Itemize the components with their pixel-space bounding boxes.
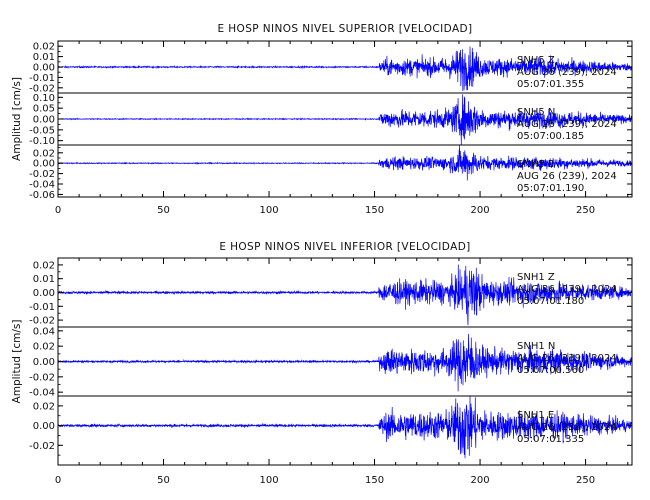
y-tick-label: -0.06 (29, 190, 55, 201)
x-tick-label: 0 (55, 475, 61, 486)
trace-annotation-line: 05:07:00.185 (517, 131, 584, 142)
chart-group-1: E HOSP NINOS NIVEL SUPERIOR [VELOCIDAD] A… (11, 23, 633, 216)
trace-annotation-line: 05:07:01.180 (517, 296, 584, 307)
waveform-trace (57, 333, 633, 392)
chart-group-2: E HOSP NINOS NIVEL INFERIOR [VELOCIDAD] A… (11, 241, 633, 486)
y-tick-label: 0.00 (33, 421, 55, 432)
waveform-trace (57, 264, 633, 326)
y-tick-label: -0.02 (29, 83, 55, 94)
y-tick-label: 0.05 (33, 104, 55, 115)
y-tick-label: 0.00 (33, 159, 55, 170)
x-tick-label: 100 (259, 475, 278, 486)
trace-annotation-line: 05:07:01.190 (517, 183, 584, 194)
trace-annotation-line: SNH5 E (517, 159, 554, 170)
panel-frame (57, 144, 633, 198)
y-tick-label: -0.04 (29, 388, 55, 399)
trace-annotation-line: AUG 26 (239), 2024 (517, 67, 617, 78)
y-tick-label: -0.10 (29, 136, 55, 147)
y-tick-label: -0.02 (29, 441, 55, 452)
x-tick-label: 150 (365, 475, 384, 486)
trace-annotation-line: AUG 26 (239), 2024 (517, 353, 617, 364)
trace-annotation-line: SNH1 N (517, 341, 555, 352)
y-tick-label: -0.02 (29, 316, 55, 327)
y-tick-label: 0.02 (33, 260, 55, 271)
trace-annotation-line: SNH5 N (517, 107, 555, 118)
y-tick-label: -0.02 (29, 372, 55, 383)
y-tick-label: 0.01 (33, 52, 55, 63)
y-tick-label: -0.01 (29, 302, 55, 313)
y-tick-label: 0.01 (33, 274, 55, 285)
x-tick-label: 200 (471, 475, 490, 486)
y-tick-label: -0.01 (29, 73, 55, 84)
waveform-trace (57, 94, 633, 146)
y-axis-label: Amplitud [cm/s] (11, 77, 23, 161)
trace-annotation-line: AUG 26 (239), 2024 (517, 171, 617, 182)
x-tick-label: 0 (55, 205, 61, 216)
trace-annotation-line: AUG 26 (239), 2024 (517, 422, 617, 433)
y-tick-label: -0.04 (29, 180, 55, 191)
y-tick-label: 0.02 (33, 342, 55, 353)
trace-annotation-line: 05:07:01.355 (517, 79, 584, 90)
waveform-trace (57, 46, 633, 92)
waveform-trace (57, 395, 633, 459)
chart-title: E HOSP NINOS NIVEL INFERIOR [VELOCIDAD] (219, 241, 470, 253)
y-tick-label: 0.04 (33, 326, 55, 337)
waveform-trace (57, 145, 633, 181)
x-tick-label: 50 (157, 475, 170, 486)
trace-annotation-line: AUG 26 (239), 2024 (517, 119, 617, 130)
trace-annotation-line: 05:07:01.335 (517, 434, 584, 445)
y-tick-label: 0.00 (33, 63, 55, 74)
x-tick-label: 100 (259, 205, 278, 216)
y-tick-label: 0.10 (33, 93, 55, 104)
trace-annotation-line: SNH1 E (517, 410, 554, 421)
trace-annotation-line: AUG 26 (239), 2024 (517, 284, 617, 295)
y-tick-label: 0.00 (33, 115, 55, 126)
y-tick-label: -0.02 (29, 169, 55, 180)
trace-annotation-line: SNH5 Z (517, 55, 555, 66)
y-tick-label: 0.00 (33, 357, 55, 368)
y-tick-label: 0.02 (33, 148, 55, 159)
x-tick-label: 150 (365, 205, 384, 216)
x-tick-label: 50 (157, 205, 170, 216)
chart-title: E HOSP NINOS NIVEL SUPERIOR [VELOCIDAD] (217, 23, 472, 35)
y-axis-label: Amplitud [cm/s] (11, 320, 23, 404)
trace-annotation-line: SNH1 Z (517, 272, 555, 283)
x-tick-label: 250 (576, 475, 595, 486)
x-tick-label: 200 (471, 205, 490, 216)
y-tick-label: 0.02 (33, 401, 55, 412)
y-tick-label: 0.00 (33, 288, 55, 299)
y-tick-label: -0.05 (29, 125, 55, 136)
trace-annotation-line: 05:07:00.560 (517, 365, 584, 376)
panel-frame (57, 395, 633, 466)
y-tick-label: 0.02 (33, 42, 55, 53)
x-tick-label: 250 (576, 205, 595, 216)
